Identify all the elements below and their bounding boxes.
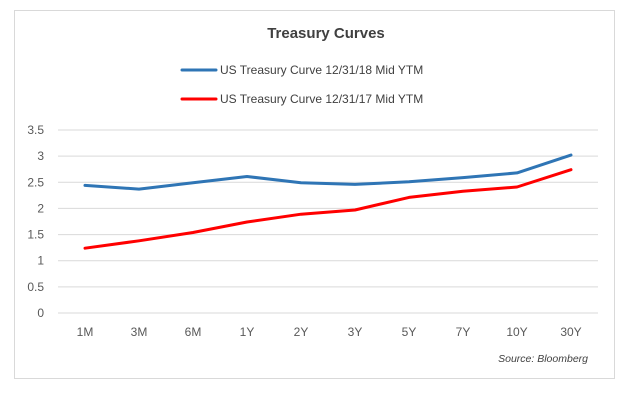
legend-label-2: US Treasury Curve 12/31/17 Mid YTM xyxy=(220,92,423,106)
y-tick-label: 0.5 xyxy=(27,280,44,294)
x-tick-label: 7Y xyxy=(456,325,471,339)
x-tick-label: 6M xyxy=(185,325,202,339)
x-tick-label: 10Y xyxy=(506,325,527,339)
source-note: Source: Bloomberg xyxy=(498,353,588,365)
series-line-2 xyxy=(83,168,573,250)
y-tick-label: 0 xyxy=(37,306,44,320)
x-tick-label: 3M xyxy=(131,325,148,339)
x-tick-label: 1M xyxy=(77,325,94,339)
series-line-1 xyxy=(83,153,573,191)
x-tick-label: 3Y xyxy=(348,325,363,339)
x-tick-label: 30Y xyxy=(560,325,581,339)
series-lines xyxy=(83,153,573,250)
legend-label-1: US Treasury Curve 12/31/18 Mid YTM xyxy=(220,63,423,77)
chart-border xyxy=(14,10,615,379)
y-tick-label: 1 xyxy=(37,254,44,268)
legend: US Treasury Curve 12/31/18 Mid YTM US Tre… xyxy=(180,63,423,106)
y-tick-label: 3 xyxy=(37,149,44,163)
y-tick-label: 2 xyxy=(37,201,44,215)
y-tick-label: 2.5 xyxy=(27,175,44,189)
x-tick-label: 1Y xyxy=(240,325,255,339)
x-tick-label: 2Y xyxy=(294,325,309,339)
y-axis-tick-labels: 3.5 3 2.5 2 1.5 1 0.5 0 xyxy=(27,123,44,320)
chart-title: Treasury Curves xyxy=(267,25,385,42)
gridlines xyxy=(58,129,598,314)
y-tick-label: 3.5 xyxy=(27,123,44,137)
x-tick-label: 5Y xyxy=(402,325,417,339)
y-tick-label: 1.5 xyxy=(27,228,44,242)
x-axis-tick-labels: 1M 3M 6M 1Y 2Y 3Y 5Y 7Y 10Y 30Y xyxy=(77,325,582,339)
